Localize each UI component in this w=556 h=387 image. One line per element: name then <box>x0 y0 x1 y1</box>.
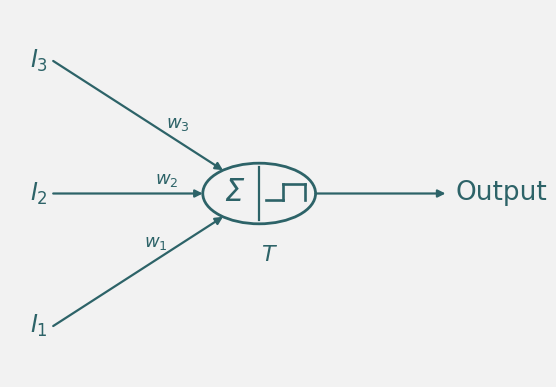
Text: $I_1$: $I_1$ <box>31 313 48 339</box>
Text: Σ: Σ <box>224 178 244 207</box>
Text: $I_3$: $I_3$ <box>30 48 48 74</box>
Text: $w_3$: $w_3$ <box>166 115 189 133</box>
Ellipse shape <box>203 163 316 224</box>
Text: $I_2$: $I_2$ <box>31 180 48 207</box>
Text: $w_1$: $w_1$ <box>143 234 167 252</box>
Text: $w_2$: $w_2$ <box>155 171 178 189</box>
Text: T: T <box>261 245 275 265</box>
Text: Output: Output <box>455 180 547 207</box>
